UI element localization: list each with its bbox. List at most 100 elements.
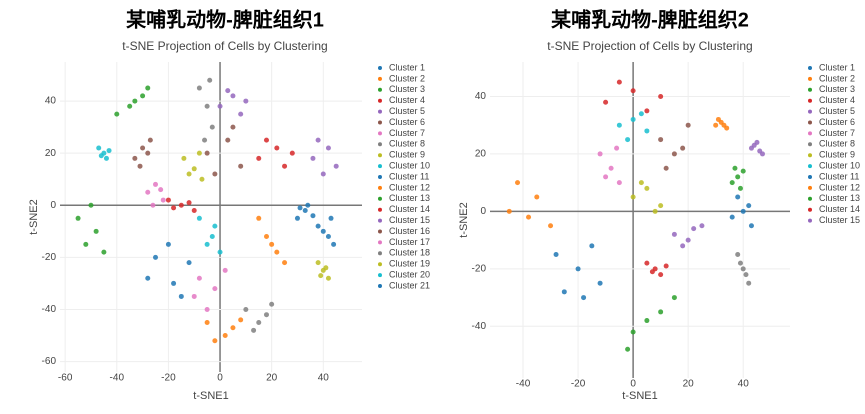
point bbox=[263, 312, 269, 318]
point bbox=[137, 163, 143, 169]
legend-text: Cluster 9 bbox=[819, 150, 855, 160]
point bbox=[243, 306, 249, 312]
point bbox=[114, 111, 120, 117]
point bbox=[740, 208, 746, 214]
point bbox=[230, 325, 236, 331]
point bbox=[127, 103, 133, 109]
point bbox=[186, 171, 192, 177]
legend-marker bbox=[378, 98, 382, 103]
legend-marker bbox=[378, 142, 382, 147]
legend-text: Cluster 14 bbox=[389, 204, 430, 214]
legend-marker bbox=[808, 207, 812, 212]
legend-text: Cluster 11 bbox=[389, 171, 429, 181]
point bbox=[315, 223, 321, 229]
chart-title: 某哺乳动物-脾脏组织2 bbox=[551, 7, 749, 31]
legend-text: Cluster 9 bbox=[389, 150, 425, 160]
point bbox=[616, 79, 622, 85]
x-tick-label: -40 bbox=[110, 373, 125, 384]
point bbox=[638, 180, 644, 186]
point bbox=[225, 88, 231, 94]
point bbox=[256, 155, 262, 161]
point bbox=[251, 327, 257, 333]
point bbox=[230, 124, 236, 130]
point bbox=[212, 223, 218, 229]
point bbox=[158, 187, 164, 193]
point bbox=[746, 280, 752, 286]
legend-text: Cluster 1 bbox=[389, 62, 425, 72]
point bbox=[150, 202, 156, 208]
point bbox=[746, 203, 752, 209]
y-tick-label: 20 bbox=[475, 149, 487, 160]
point bbox=[171, 205, 177, 211]
point bbox=[238, 163, 244, 169]
x-tick-label: -20 bbox=[571, 379, 586, 390]
legend-marker bbox=[378, 120, 382, 125]
x-tick-label: -60 bbox=[58, 373, 73, 384]
point bbox=[608, 165, 614, 171]
point bbox=[212, 286, 218, 292]
point bbox=[238, 317, 244, 323]
point bbox=[548, 223, 554, 229]
legend-text: Cluster 5 bbox=[819, 106, 855, 116]
legend-text: Cluster 14 bbox=[819, 204, 860, 214]
legend-marker bbox=[808, 218, 812, 223]
point bbox=[75, 215, 81, 221]
y-tick-label: 40 bbox=[45, 96, 57, 107]
y-tick-label: -40 bbox=[42, 304, 57, 315]
point bbox=[597, 151, 603, 157]
point bbox=[145, 150, 151, 156]
point bbox=[729, 180, 735, 186]
point bbox=[630, 194, 636, 200]
x-tick-label: 0 bbox=[630, 379, 636, 390]
point bbox=[506, 208, 512, 214]
legend-marker bbox=[378, 131, 382, 136]
point bbox=[165, 197, 171, 203]
point bbox=[658, 309, 664, 315]
legend-marker bbox=[378, 196, 382, 201]
point bbox=[282, 260, 288, 266]
point bbox=[256, 215, 262, 221]
point bbox=[737, 185, 743, 191]
point bbox=[735, 251, 741, 257]
point bbox=[658, 203, 664, 209]
point bbox=[553, 251, 559, 257]
legend-text: Cluster 12 bbox=[819, 182, 860, 192]
legend-marker bbox=[378, 262, 382, 267]
legend-marker bbox=[808, 153, 812, 158]
point bbox=[238, 111, 244, 117]
legend-marker bbox=[808, 76, 812, 81]
y-axis-title: t-SNE2 bbox=[28, 199, 40, 234]
legend-text: Cluster 8 bbox=[389, 139, 425, 149]
point bbox=[217, 103, 223, 109]
point bbox=[178, 293, 184, 299]
legend-text: Cluster 2 bbox=[389, 73, 425, 83]
point bbox=[202, 137, 208, 143]
legend-marker bbox=[808, 196, 812, 201]
point bbox=[616, 122, 622, 128]
point bbox=[748, 223, 754, 229]
legend-marker bbox=[808, 175, 812, 179]
point bbox=[638, 111, 644, 117]
point bbox=[147, 137, 153, 143]
legend-marker bbox=[808, 98, 812, 103]
chart: 某哺乳动物-脾脏组织1 t-SNE Projection of Cells by … bbox=[28, 7, 430, 402]
point bbox=[644, 260, 650, 266]
legend-text: Cluster 7 bbox=[819, 128, 855, 138]
point bbox=[658, 93, 664, 99]
point bbox=[757, 148, 763, 154]
point bbox=[132, 98, 138, 104]
point bbox=[715, 116, 721, 122]
point bbox=[204, 241, 210, 247]
point bbox=[603, 174, 609, 180]
point bbox=[671, 151, 677, 157]
chart-subtitle: t-SNE Projection of Cells by Clustering bbox=[547, 39, 752, 53]
point bbox=[575, 266, 581, 272]
legend-text: Cluster 7 bbox=[389, 128, 425, 138]
legend-marker bbox=[808, 66, 812, 70]
point bbox=[196, 85, 202, 91]
legend-marker bbox=[378, 76, 382, 81]
point bbox=[323, 265, 329, 271]
point bbox=[515, 180, 521, 186]
legend-marker bbox=[378, 229, 382, 234]
point bbox=[256, 320, 262, 326]
